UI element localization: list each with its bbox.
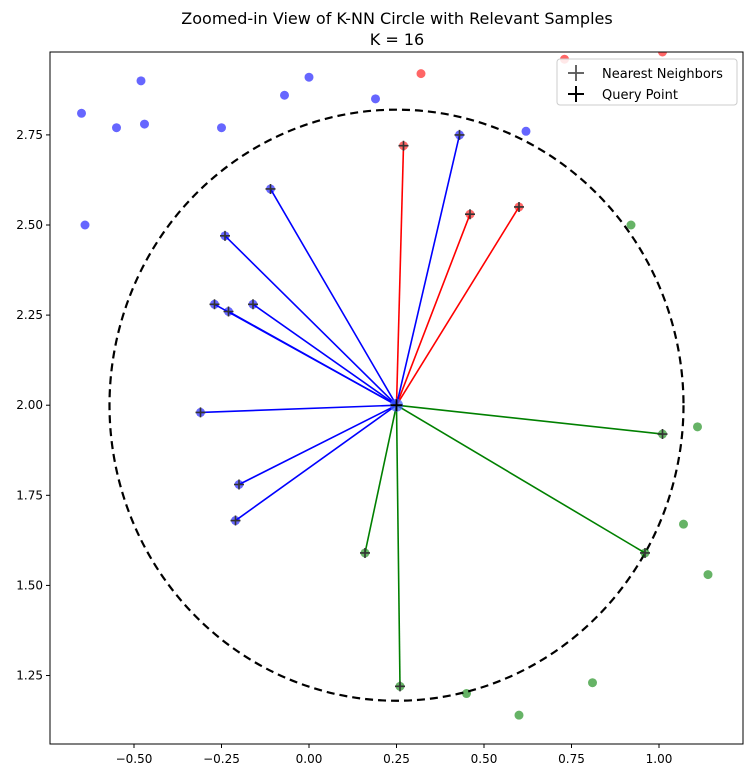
sample-point-blue [280,90,289,100]
chart-subtitle: K = 16 [370,30,424,49]
legend-query-point-label: Query Point [602,88,678,103]
y-axis: 1.25 1.50 1.75 2.00 2.25 2.50 2.75 [16,128,50,683]
neighbor-link-green [396,404,663,435]
chart-title: Zoomed-in View of K-NN Circle with Relev… [181,9,612,28]
neighbor-plus-marker [465,209,475,220]
neighbor-plus-marker [657,429,668,440]
sample-point-blue [136,76,146,86]
y-tick-label: 1.50 [16,578,43,592]
neighbor-link-blue [252,303,397,406]
neighbor-link-blue [228,310,397,406]
neighbor-plus-marker [395,681,405,692]
sample-point-green [514,710,524,720]
neighbor-link-blue [238,404,397,486]
sample-point-blue [304,72,314,82]
neighbor-plus-marker [248,299,258,310]
sample-point-green [703,570,713,580]
knn-circle [108,108,685,702]
neighbor-link-red [395,145,405,406]
neighbor-plus-marker [234,479,244,490]
neighbor-plus-marker [360,547,370,558]
y-tick-label: 2.50 [16,218,43,232]
legend-nearest-neighbors-label: Nearest Neighbors [602,67,723,82]
neighbor-plus-marker [220,230,230,241]
y-tick-label: 2.25 [16,308,43,322]
neighbor-plus-marker [230,515,241,526]
x-tick-label: −0.25 [203,752,240,766]
sample-point-green [588,678,597,688]
sample-point-red [416,69,426,79]
neighbor-plus-marker [195,407,206,418]
sample-point-blue [521,126,531,136]
sample-point-blue [140,119,149,129]
neighbor-link-blue [224,235,398,406]
neighbor-link-green [396,404,646,554]
x-tick-label: 0.50 [471,752,498,766]
neighbor-link-red [395,206,520,406]
x-tick-label: −0.50 [116,752,153,766]
sample-point-green [693,422,702,432]
neighbor-plus-marker [398,140,409,151]
legend: Nearest Neighbors Query Point [556,58,738,106]
y-tick-label: 1.75 [16,488,43,502]
neighbor-plus-marker [223,306,234,317]
x-tick-label: 1.00 [646,752,673,766]
neighbor-plus-marker [265,183,276,194]
sample-point-blue [112,123,121,133]
y-tick-label: 1.25 [16,669,43,683]
neighbor-plus-marker [514,201,524,212]
legend-box [556,58,738,106]
plot-area [77,52,713,720]
x-tick-label: 0.00 [296,752,323,766]
x-axis: −0.50 −0.25 0.00 0.25 0.50 0.75 1.00 [116,744,673,766]
y-tick-label: 2.75 [16,128,43,142]
x-tick-label: 0.25 [383,752,410,766]
sample-point-blue [77,108,86,118]
neighbor-link-green [395,405,401,687]
sample-point-green [626,220,636,230]
sample-point-green [679,519,688,529]
y-tick-label: 2.00 [16,398,43,412]
query-plus-marker [390,399,403,412]
neighbor-link-blue [395,134,461,406]
sample-point-blue [371,94,380,104]
neighbor-link-blue [269,188,398,406]
sample-point-red [658,52,667,57]
neighbor-plus-marker [640,547,650,558]
legend-query-point-icon [568,86,584,102]
neighbor-link-green [364,405,398,554]
neighbor-plus-marker [209,299,220,310]
neighbor-link-blue [235,404,397,522]
x-tick-label: 0.75 [558,752,585,766]
neighbor-link-blue [200,404,397,414]
neighbor-link-red [395,213,471,406]
sample-point-blue [80,220,90,230]
legend-nearest-neighbors-icon [568,65,584,81]
sample-point-blue [217,123,226,133]
neighbor-plus-marker [454,129,465,140]
